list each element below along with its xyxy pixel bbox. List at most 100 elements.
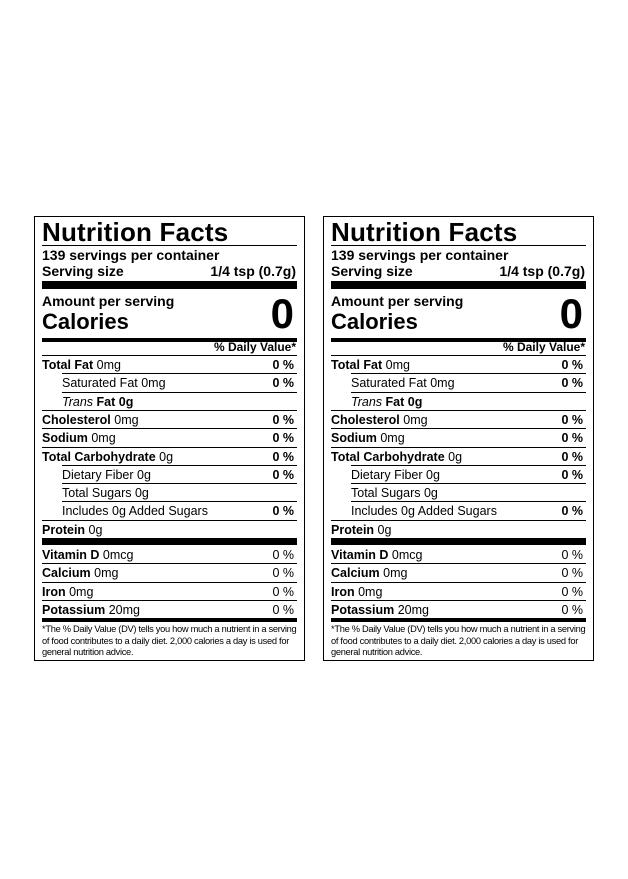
nutrient: Protein 0g xyxy=(331,522,391,538)
nutrient: Cholesterol 0mg xyxy=(42,412,139,428)
rule xyxy=(351,501,586,503)
rule xyxy=(42,538,297,545)
nutrient: Protein 0g xyxy=(42,522,102,538)
daily-value: 0 % xyxy=(561,376,583,391)
rule xyxy=(62,373,297,375)
nutrient-name: Total Fat xyxy=(331,358,383,372)
nutrient-amount: 0mg xyxy=(91,431,116,446)
rule xyxy=(351,373,586,375)
nutrient-amount: 0g xyxy=(137,467,151,482)
rule xyxy=(351,464,586,466)
calories-value: 0 xyxy=(270,290,294,337)
nutrient: Sodium 0mg xyxy=(42,430,116,446)
nutrient-amount: 0mcg xyxy=(102,548,134,562)
nutrient: Total Carbohydrate 0g xyxy=(331,449,462,465)
nutrient-name: Protein xyxy=(331,522,375,537)
nutrient-name: Calcium xyxy=(42,566,91,581)
nutrient-name: Protein xyxy=(42,522,86,537)
serving-size-label: Serving size xyxy=(331,263,413,279)
nutrient: Total Sugars 0g xyxy=(62,485,149,501)
rule xyxy=(62,483,297,485)
nutrient: Dietary Fiber 0g xyxy=(62,467,151,483)
nutrient-amount: 0g xyxy=(423,486,438,501)
nutrient-amount: 0mg xyxy=(94,566,119,581)
nutrient-name: Cholesterol xyxy=(331,412,400,427)
servings: 139 servings per container xyxy=(42,247,220,263)
nutrient-name: Sodium xyxy=(42,431,88,446)
nutrient: Includes 0g Added Sugars xyxy=(351,503,497,519)
rule xyxy=(42,428,297,430)
daily-value: 0 % xyxy=(561,548,583,562)
nutrient: Iron 0mg xyxy=(42,584,93,600)
serving-size-value: 1/4 tsp (0.7g) xyxy=(499,263,585,279)
nutrient-name: Dietary Fiber xyxy=(62,467,134,482)
nutrient-amount: 0mg xyxy=(96,358,121,372)
nutrient-name: Fat 0g xyxy=(385,394,423,409)
rule xyxy=(42,618,297,623)
nutrient: Total Fat 0mg xyxy=(42,357,121,373)
rule xyxy=(331,519,586,521)
nutrient: Total Carbohydrate 0g xyxy=(42,449,173,465)
rule xyxy=(42,409,297,411)
rule xyxy=(62,464,297,466)
daily-value: 0 % xyxy=(272,467,294,482)
nutrient-name: Total Carbohydrate xyxy=(331,449,445,464)
nutrient-name: Total Fat xyxy=(42,358,94,372)
nutrient: Cholesterol 0mg xyxy=(331,412,428,428)
nutrient-amount: 0g xyxy=(159,449,174,464)
rule xyxy=(331,599,586,601)
rule xyxy=(331,428,586,430)
daily-value: 0 % xyxy=(272,412,294,427)
rule xyxy=(331,245,586,246)
rule xyxy=(331,446,586,448)
rule xyxy=(42,245,297,246)
nutrient-name-italic: Trans xyxy=(62,394,94,409)
nutrient: Total Fat 0mg xyxy=(331,357,410,373)
nutrient-amount: 0mg xyxy=(403,412,428,427)
amount-per-serving: Amount per serving xyxy=(331,293,464,309)
nutrient-amount: 0mg xyxy=(69,584,94,599)
daily-value: 0 % xyxy=(272,548,294,562)
nutrient-amount: 0mg xyxy=(114,412,139,427)
nutrient-amount: 0g xyxy=(88,522,103,537)
rule xyxy=(331,538,586,545)
rule xyxy=(42,563,297,565)
daily-value: 0 % xyxy=(561,431,583,446)
nutrient-name: Potassium xyxy=(331,602,395,617)
nutrient-amount: 0g xyxy=(448,449,463,464)
nutrition-label: Nutrition Facts 139 servings per containe… xyxy=(323,216,594,661)
rule xyxy=(331,355,586,356)
daily-value: 0 % xyxy=(272,431,294,446)
servings: 139 servings per container xyxy=(331,247,509,263)
calories-label: Calories xyxy=(42,309,129,334)
calories-label: Calories xyxy=(331,309,418,334)
rule xyxy=(42,581,297,583)
rule xyxy=(42,599,297,601)
nutrient: Total Sugars 0g xyxy=(351,485,438,501)
nutrient-name: Calcium xyxy=(331,566,380,581)
nutrient-amount: 20mg xyxy=(108,602,140,617)
nutrient-amount: 0g xyxy=(426,467,440,482)
rule xyxy=(62,501,297,503)
daily-value: 0 % xyxy=(272,602,294,617)
rule xyxy=(62,391,297,393)
nutrient-amount: 0mg xyxy=(358,584,383,599)
nutrient: Saturated Fat 0mg xyxy=(62,375,166,391)
footnote: *The % Daily Value (DV) tells you how mu… xyxy=(42,624,297,658)
nutrient: Calcium 0mg xyxy=(331,565,407,581)
nutrient-amount: 0g xyxy=(134,486,149,501)
nutrient-amount: 20mg xyxy=(397,602,429,617)
nutrient-amount: 0mg xyxy=(385,358,410,372)
calories-value: 0 xyxy=(559,290,583,337)
daily-value: 0 % xyxy=(561,566,583,581)
rule xyxy=(331,581,586,583)
rule xyxy=(331,618,586,623)
nutrient-amount: 0mg xyxy=(380,431,405,446)
nutrient-name: Vitamin D xyxy=(331,548,389,562)
rule xyxy=(351,391,586,393)
daily-value: 0 % xyxy=(561,467,583,482)
daily-value: 0 % xyxy=(272,566,294,581)
nutrient: Calcium 0mg xyxy=(42,565,118,581)
nutrient-amount: 0mg xyxy=(383,566,408,581)
nutrient: Saturated Fat 0mg xyxy=(351,375,455,391)
